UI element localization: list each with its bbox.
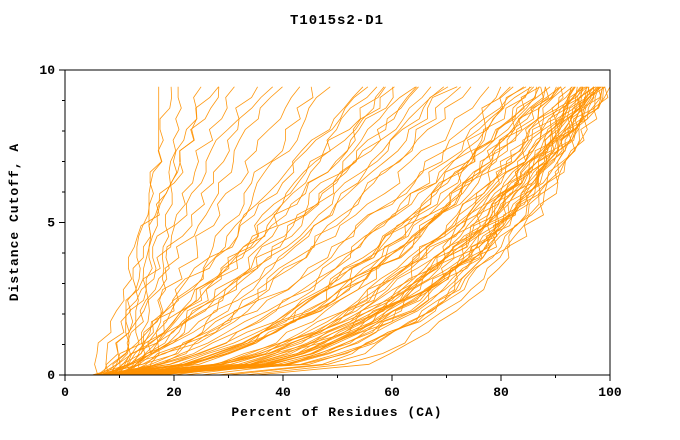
axis-ticks (59, 69, 611, 381)
model-curve (130, 86, 595, 375)
model-curve (97, 86, 369, 375)
y-axis-label: Distance Cutoff, A (7, 143, 22, 301)
model-curve (102, 86, 258, 375)
model-curve (119, 86, 416, 375)
x-tick-label: 0 (61, 385, 69, 400)
x-tick-label: 80 (493, 385, 509, 400)
model-curve (149, 86, 182, 375)
y-tick-label: 0 (47, 368, 55, 383)
x-tick-label: 40 (275, 385, 291, 400)
model-curve (152, 86, 594, 375)
model-curve (103, 86, 534, 375)
x-tick-label: 100 (598, 385, 622, 400)
model-curve (146, 86, 610, 375)
model-curve (135, 86, 532, 375)
model-curve (97, 86, 588, 375)
model-curve (113, 86, 449, 375)
model-curve (124, 86, 301, 375)
model-curve (173, 86, 572, 375)
model-curve (108, 86, 527, 375)
model-curve (157, 86, 606, 375)
model-curve (255, 86, 604, 375)
model-curve (119, 86, 541, 375)
model-curve (201, 86, 597, 375)
model-curve (116, 86, 202, 375)
model-curve (103, 86, 419, 375)
model-curve (97, 86, 525, 375)
model-curve (119, 86, 273, 375)
model-curve (108, 86, 417, 375)
model-curve (92, 86, 490, 375)
x-axis-label: Percent of Residues (CA) (231, 405, 442, 420)
model-curve (108, 86, 378, 375)
model-curve (103, 86, 445, 375)
model-curve (113, 86, 461, 375)
x-tick-label: 20 (166, 385, 182, 400)
model-curve (228, 86, 601, 375)
model-curves-layer (92, 86, 610, 375)
model-curve (119, 86, 588, 375)
axis-tick-labels: 0 20 40 60 80 100 0 5 10 (39, 63, 622, 400)
model-curve (112, 86, 235, 375)
x-tick-label: 60 (384, 385, 400, 400)
y-tick-label: 10 (39, 63, 55, 78)
model-curve (108, 86, 283, 375)
model-curve (141, 86, 540, 375)
model-curve (113, 86, 314, 375)
chart-title: T1015s2-D1 (290, 13, 384, 29)
model-curve (103, 86, 592, 375)
model-curve (124, 86, 386, 375)
model-curve (97, 86, 502, 375)
model-curve (103, 86, 559, 375)
model-curve (244, 86, 602, 375)
model-curve (130, 86, 331, 375)
model-curve (119, 86, 432, 375)
model-curve (108, 86, 394, 375)
y-tick-label: 5 (47, 216, 55, 231)
model-curve (124, 86, 604, 375)
model-curve (102, 86, 364, 375)
model-curve (124, 86, 458, 375)
model-curve (124, 86, 573, 375)
model-curve (113, 86, 385, 375)
model-curve (135, 86, 602, 375)
model-curve (92, 86, 514, 375)
model-curve (94, 86, 220, 375)
model-curve (152, 86, 550, 375)
model-curve (97, 86, 537, 375)
model-curve (108, 86, 578, 375)
model-curve (126, 86, 173, 375)
model-curve (105, 86, 219, 375)
